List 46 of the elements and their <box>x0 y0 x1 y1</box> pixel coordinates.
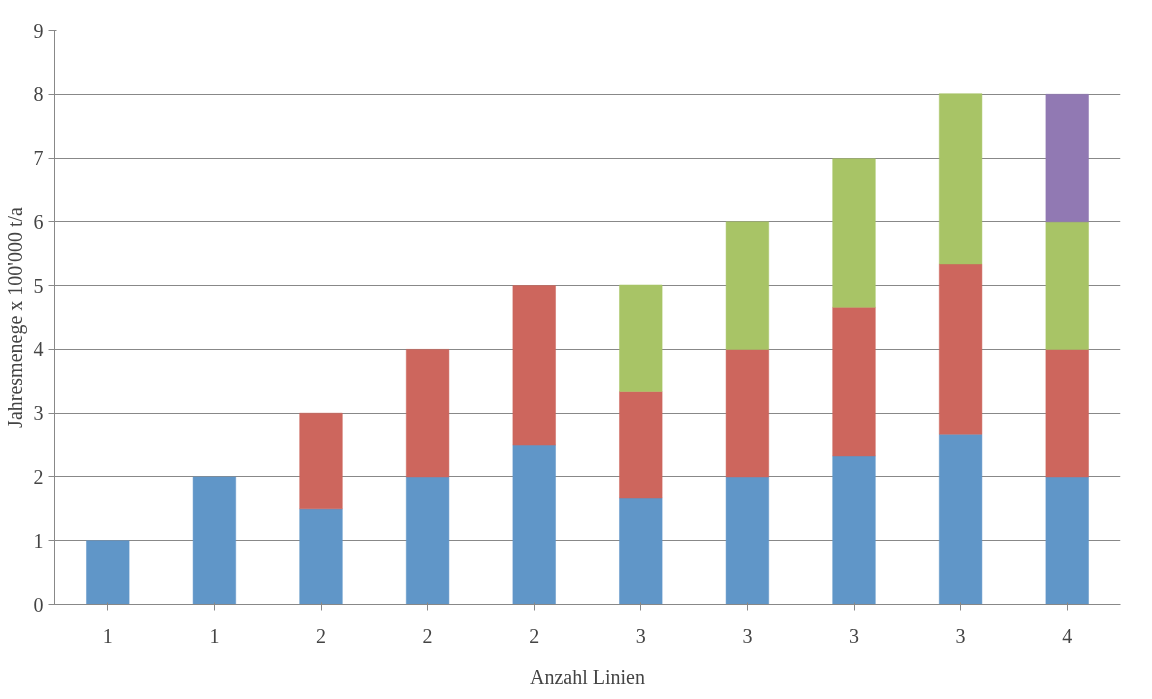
x-tick-label: 2 <box>422 624 433 647</box>
bar <box>512 285 556 446</box>
bar <box>832 455 876 605</box>
bar <box>619 391 663 499</box>
bar <box>1045 94 1089 223</box>
x-tick-label: 1 <box>209 624 220 647</box>
x-tick-label: 2 <box>316 624 326 647</box>
bar <box>1045 221 1089 350</box>
bar <box>725 221 769 350</box>
y-tick-label: 2 <box>33 465 44 488</box>
bar <box>192 476 236 605</box>
bar <box>1045 476 1089 605</box>
bar <box>832 307 876 457</box>
y-tick-label: 9 <box>33 19 44 42</box>
y-tick-label: 1 <box>33 529 44 552</box>
x-axis-title: Anzahl Linien <box>530 665 645 688</box>
bar <box>512 444 556 605</box>
y-tick-label: 3 <box>33 402 44 425</box>
bar <box>1045 349 1089 478</box>
x-tick-label: 3 <box>955 624 966 647</box>
bar <box>406 349 450 478</box>
bar <box>939 93 983 265</box>
bar <box>725 476 769 605</box>
bar <box>299 508 343 605</box>
bar <box>299 412 343 510</box>
bar <box>406 476 450 605</box>
x-tick-label: 2 <box>529 624 540 647</box>
x-tick-label: 3 <box>635 624 646 647</box>
y-axis-title: Jahresmenege x 100'000 t/a <box>3 207 27 428</box>
y-tick-label: 4 <box>33 338 44 361</box>
y-tick-label: 5 <box>33 274 44 297</box>
x-tick-label: 3 <box>742 624 753 647</box>
x-tick-label: 4 <box>1062 624 1073 647</box>
y-tick-label: 6 <box>33 210 44 233</box>
bar <box>939 263 983 435</box>
bar <box>832 158 876 308</box>
y-tick-label: 8 <box>33 83 44 106</box>
bar <box>725 349 769 478</box>
bar <box>619 497 663 605</box>
bar <box>86 540 130 605</box>
x-tick-label: 3 <box>849 624 859 647</box>
y-tick-label: 7 <box>33 147 44 170</box>
bar <box>619 284 663 392</box>
bar <box>939 433 983 605</box>
x-tick-label: 1 <box>102 624 113 647</box>
y-tick-label: 0 <box>33 593 44 616</box>
